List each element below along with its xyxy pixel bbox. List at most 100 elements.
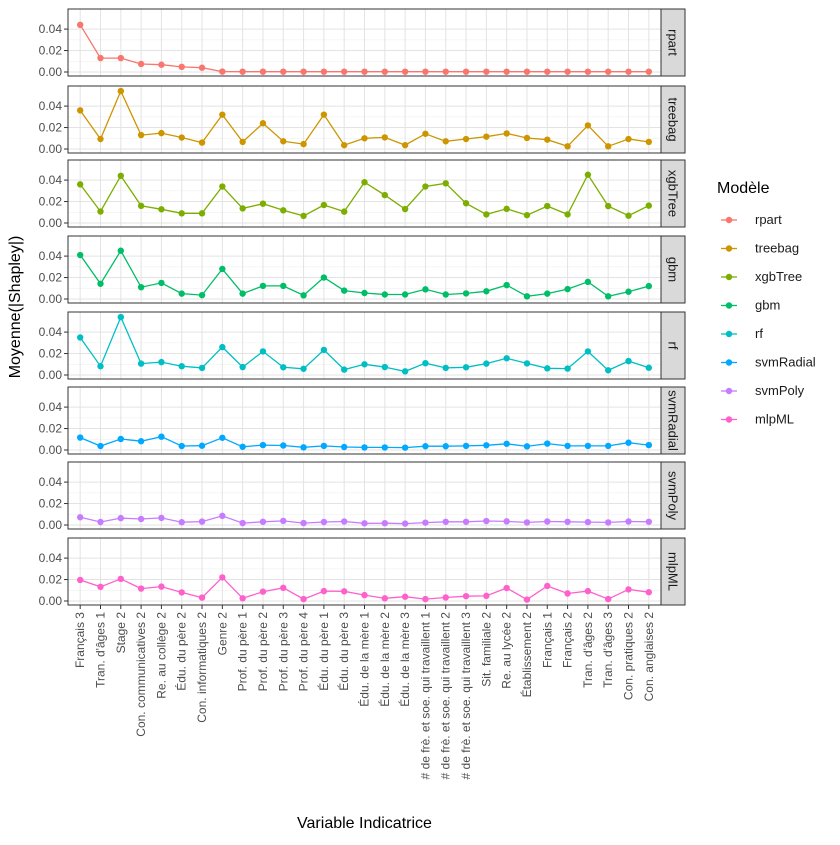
data-point [381, 291, 389, 298]
data-point [381, 444, 389, 451]
x-tick-label: Con. communicatives 2 [134, 612, 148, 737]
x-tick-label: Prof. du père 4 [297, 612, 311, 692]
data-point [340, 366, 348, 373]
y-tick-label: 0.04 [39, 551, 63, 565]
data-point [544, 202, 551, 210]
data-point [219, 183, 226, 190]
facet-strip-label: xgbTree [666, 170, 681, 217]
data-point [239, 363, 246, 371]
data-point [584, 518, 592, 526]
data-point [320, 442, 328, 450]
data-point [361, 179, 368, 186]
data-point [544, 68, 551, 75]
data-point [564, 590, 571, 597]
data-point [381, 363, 389, 371]
data-point [422, 360, 429, 367]
data-point [198, 291, 206, 299]
data-point [442, 518, 449, 525]
x-tick-label: Stage 2 [114, 612, 128, 654]
data-point [584, 171, 592, 178]
data-point [340, 141, 348, 149]
legend-label: rpart [755, 212, 782, 227]
legend-key-point [725, 245, 733, 252]
y-tick-label: 0.02 [39, 271, 63, 285]
data-point [280, 282, 287, 290]
y-tick-label: 0.02 [39, 497, 63, 511]
x-tick-label: Genre 2 [215, 612, 229, 656]
data-point [259, 588, 267, 595]
data-point [219, 111, 226, 118]
data-point [320, 68, 328, 75]
facet-strip [660, 311, 686, 380]
x-axis-title: Variable Indicatrice [297, 815, 432, 832]
data-point [462, 290, 470, 297]
data-point [219, 68, 226, 75]
x-tick-label: Français 3 [73, 612, 87, 668]
data-point [259, 120, 267, 127]
data-point [280, 138, 287, 145]
data-point [117, 172, 125, 179]
legend-key-point [725, 273, 733, 281]
x-tick-label: Édu. du père 1 [316, 612, 331, 691]
data-point [523, 293, 531, 300]
x-tick-label: # de frè. et soe. qui travaillent 2 [439, 612, 453, 780]
data-point [76, 21, 84, 28]
data-point [604, 442, 612, 450]
y-tick-label: 0.00 [39, 142, 63, 156]
data-point [198, 210, 206, 217]
data-point [178, 442, 185, 450]
data-point [239, 205, 246, 212]
data-point [483, 442, 490, 449]
data-point [137, 515, 145, 523]
data-point [97, 54, 104, 62]
data-point [137, 360, 145, 367]
y-tick-label: 0.00 [39, 518, 63, 532]
data-point [503, 440, 510, 447]
data-point [462, 135, 470, 143]
data-point [239, 519, 246, 527]
y-tick-label: 0.04 [39, 249, 63, 263]
legend-label: xgbTree [755, 269, 802, 284]
data-point [280, 207, 287, 214]
data-point [239, 138, 246, 146]
data-point [422, 130, 429, 137]
legend-title: Modèle [717, 180, 770, 197]
x-tick-label: # de frè. et soe. qui travaillent 1 [418, 612, 432, 780]
data-point [564, 365, 571, 372]
data-point [503, 518, 510, 525]
data-point [422, 68, 429, 75]
y-tick-label: 0.02 [39, 347, 63, 361]
data-point [422, 443, 429, 450]
data-point [76, 576, 84, 584]
data-point [381, 595, 389, 602]
x-tick-label: Con. pratiques 2 [622, 612, 636, 700]
data-point [76, 434, 84, 441]
data-point [158, 514, 165, 522]
data-point [584, 68, 592, 75]
x-tick-label: Édu. du père 2 [174, 612, 189, 691]
data-point [483, 517, 490, 525]
data-point [604, 202, 612, 210]
data-point [361, 591, 368, 599]
data-point [259, 282, 267, 290]
x-tick-label: Édu. de la mère 2 [377, 612, 392, 707]
y-tick-label: 0.02 [39, 422, 63, 436]
data-point [320, 587, 328, 595]
data-point [381, 68, 389, 75]
data-point [361, 68, 368, 75]
legend-key-point [725, 416, 733, 423]
data-point [442, 594, 449, 601]
x-tick-label: Con. informatiques 2 [195, 612, 209, 723]
data-point [544, 518, 551, 525]
data-point [544, 136, 551, 143]
data-point [97, 442, 104, 450]
data-point [219, 434, 226, 441]
data-point [523, 443, 531, 450]
data-point [523, 519, 531, 526]
data-point [381, 191, 389, 199]
data-point [137, 585, 145, 592]
data-point [462, 200, 470, 207]
data-point [645, 364, 653, 371]
data-point [361, 520, 368, 527]
